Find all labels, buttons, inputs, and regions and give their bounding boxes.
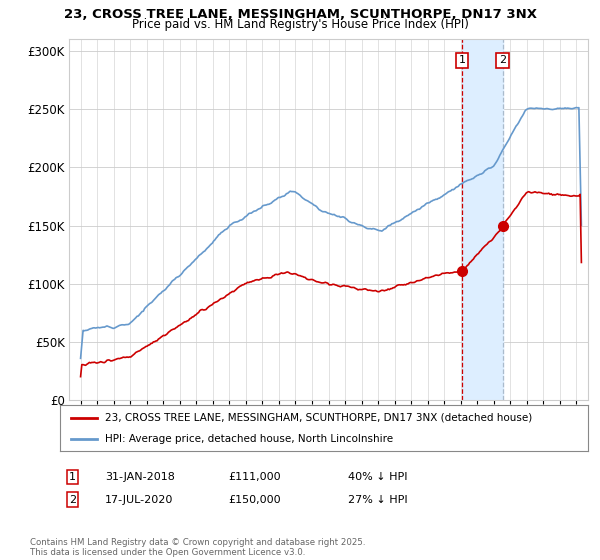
- Text: 23, CROSS TREE LANE, MESSINGHAM, SCUNTHORPE, DN17 3NX: 23, CROSS TREE LANE, MESSINGHAM, SCUNTHO…: [64, 8, 536, 21]
- Text: 17-JUL-2020: 17-JUL-2020: [105, 494, 173, 505]
- Text: 2: 2: [499, 55, 506, 66]
- Text: 2: 2: [69, 494, 76, 505]
- Text: Contains HM Land Registry data © Crown copyright and database right 2025.
This d: Contains HM Land Registry data © Crown c…: [30, 538, 365, 557]
- Text: 23, CROSS TREE LANE, MESSINGHAM, SCUNTHORPE, DN17 3NX (detached house): 23, CROSS TREE LANE, MESSINGHAM, SCUNTHO…: [105, 413, 532, 423]
- Text: HPI: Average price, detached house, North Lincolnshire: HPI: Average price, detached house, Nort…: [105, 435, 393, 444]
- Text: Price paid vs. HM Land Registry's House Price Index (HPI): Price paid vs. HM Land Registry's House …: [131, 18, 469, 31]
- Text: 31-JAN-2018: 31-JAN-2018: [105, 472, 175, 482]
- Text: 1: 1: [69, 472, 76, 482]
- Text: £150,000: £150,000: [228, 494, 281, 505]
- Bar: [462, 39, 503, 400]
- Text: £111,000: £111,000: [228, 472, 281, 482]
- Text: 40% ↓ HPI: 40% ↓ HPI: [348, 472, 407, 482]
- Text: 1: 1: [458, 55, 466, 66]
- Text: 27% ↓ HPI: 27% ↓ HPI: [348, 494, 407, 505]
